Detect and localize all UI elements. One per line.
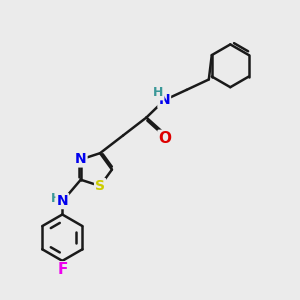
Text: F: F — [57, 262, 68, 277]
Text: N: N — [158, 93, 170, 107]
Text: H: H — [153, 86, 164, 99]
Text: N: N — [75, 152, 87, 167]
Text: O: O — [159, 131, 172, 146]
Text: N: N — [56, 194, 68, 208]
Text: S: S — [95, 179, 105, 193]
Text: H: H — [51, 192, 61, 205]
